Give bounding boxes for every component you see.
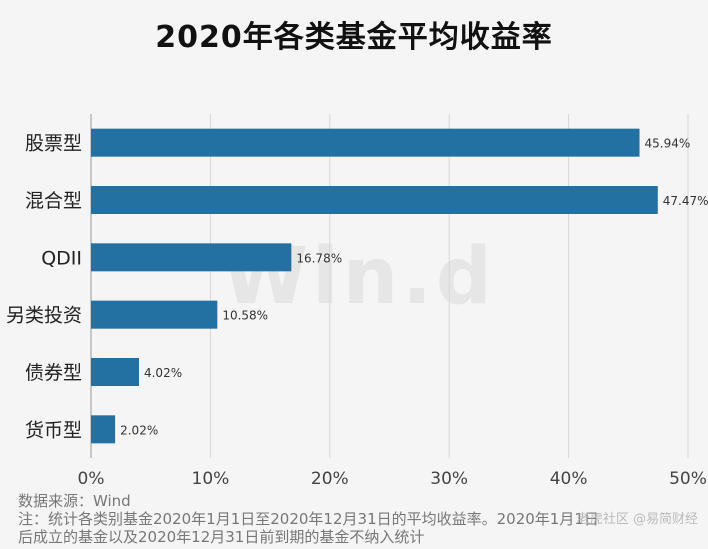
bar (91, 358, 139, 386)
grid-lines (90, 114, 689, 458)
note-line-2: 后成立的基金以及2020年12月31日前到期的基金不纳入统计 (18, 528, 425, 546)
corner-watermark: 老虎社区 @易简财经 (576, 512, 698, 527)
category-label: QDII (41, 247, 82, 269)
category-label: 股票型 (25, 133, 82, 155)
x-tick-label: 10% (192, 469, 230, 489)
value-label: 2.02% (120, 423, 158, 437)
source-note: 数据来源：Wind (18, 492, 131, 510)
value-label: 10.58% (222, 309, 268, 323)
bar (91, 128, 640, 157)
value-labels: 45.94% 47.47% 16.78% 10.58% 4.02% 2.02% (120, 137, 708, 438)
bar (91, 300, 218, 329)
category-label: 混合型 (25, 190, 82, 212)
x-tick-label: 30% (430, 469, 468, 489)
x-tick-label: 0% (78, 469, 105, 489)
x-tick-label: 50% (669, 469, 707, 489)
x-tick-label: 20% (311, 469, 349, 489)
value-label: 45.94% (645, 137, 691, 151)
note-line-1: 注：统计各类别基金2020年1月1日至2020年12月31日的平均收益率。202… (18, 510, 599, 528)
value-label: 4.02% (144, 366, 182, 380)
category-label: 债券型 (25, 362, 82, 384)
bar (91, 415, 116, 444)
x-axis-ticks: 0% 10% 20% 30% 40% 50% (78, 469, 707, 489)
category-label: 货币型 (25, 419, 82, 441)
x-tick-label: 40% (550, 469, 588, 489)
bar (91, 243, 292, 272)
category-label: 另类投资 (6, 305, 82, 327)
bar (91, 186, 658, 214)
value-label: 16.78% (296, 251, 342, 265)
footer: 数据来源：Wind 注：统计各类别基金2020年1月1日至2020年12月31日… (18, 492, 708, 546)
value-label: 47.47% (663, 194, 708, 208)
bars (91, 128, 658, 444)
chart-title: 2020年各类基金平均收益率 (155, 20, 553, 55)
